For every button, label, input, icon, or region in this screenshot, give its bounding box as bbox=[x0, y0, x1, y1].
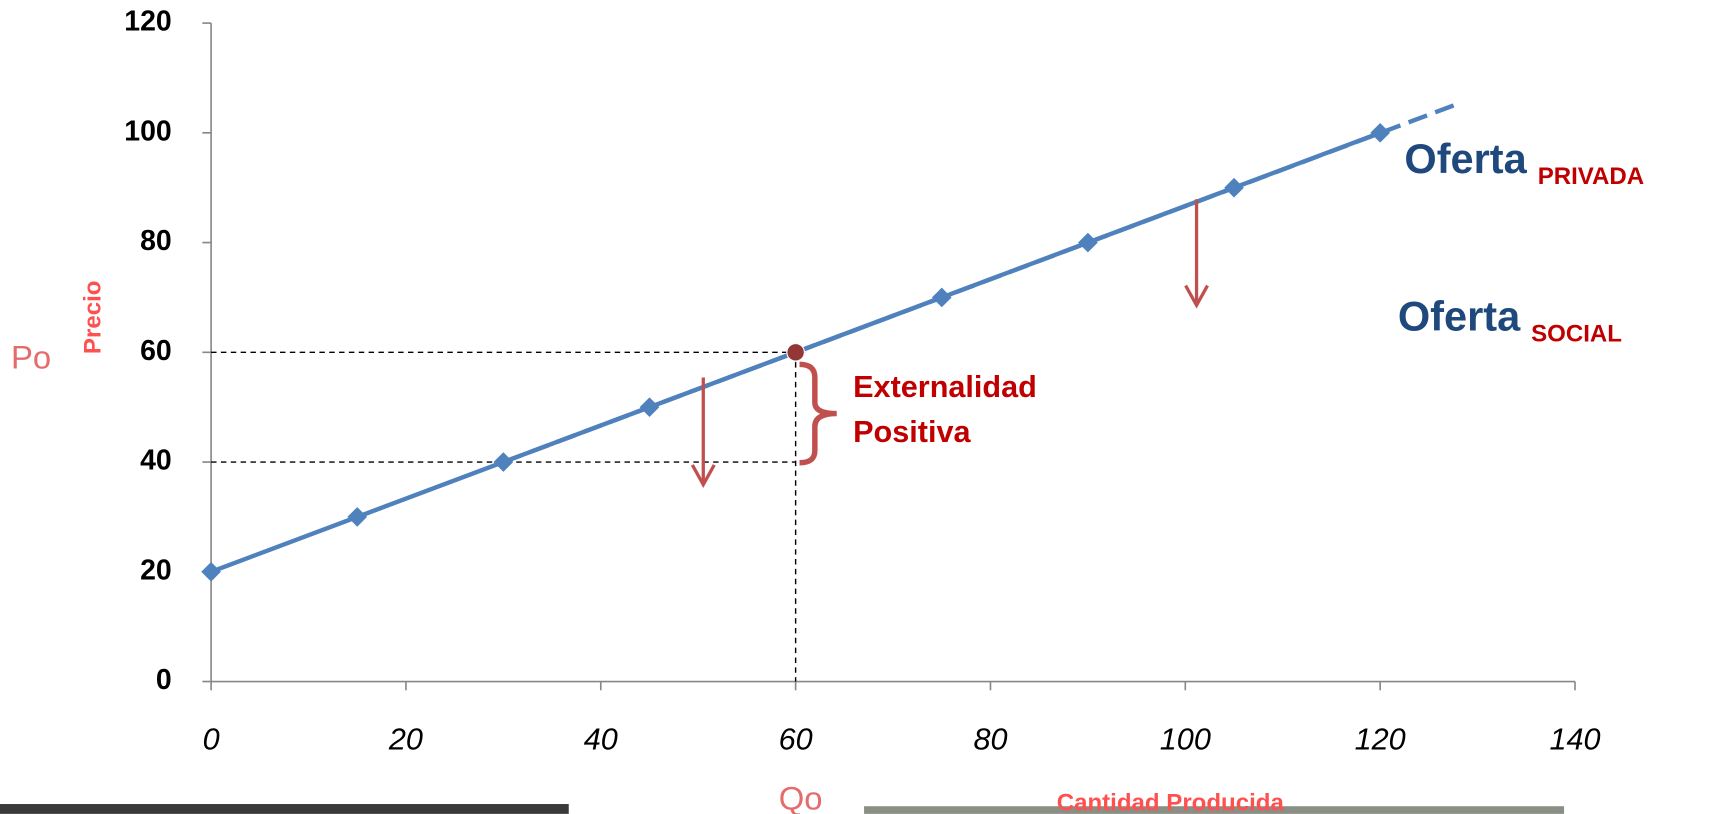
arrow-head bbox=[1184, 284, 1209, 309]
arrow-head bbox=[690, 464, 716, 489]
y-tick-label: 20 bbox=[140, 554, 172, 586]
annotation: Externalidad bbox=[853, 370, 1037, 404]
axes: 0 20 40 60 80 100 120 0 20 40 60 80 100 120 140 bbox=[124, 6, 1600, 757]
photo-strip bbox=[0, 804, 569, 814]
label-sub: SOCIAL bbox=[1531, 320, 1622, 347]
x-tick-label: 80 bbox=[973, 722, 1007, 756]
x-axis-label: Cantidad Producida bbox=[1057, 790, 1285, 814]
y-tick-label: 0 bbox=[156, 664, 172, 696]
x-tick-label: 40 bbox=[584, 722, 618, 756]
y-tick-label: 80 bbox=[140, 225, 172, 257]
photo-strip bbox=[864, 806, 1565, 814]
label-text: Oferta bbox=[1404, 135, 1527, 182]
point bbox=[201, 561, 221, 582]
label-sub: PRIVADA bbox=[1538, 163, 1644, 190]
x-tick-label: 100 bbox=[1160, 722, 1211, 756]
x-tick-label: 0 bbox=[203, 722, 220, 756]
shift-arrows bbox=[690, 199, 1209, 489]
x-tick-label: 60 bbox=[779, 722, 813, 756]
y-tick-label: 40 bbox=[140, 445, 172, 477]
brace bbox=[799, 361, 837, 466]
annotation: Po bbox=[11, 339, 51, 376]
x-tick-label: 20 bbox=[388, 722, 423, 756]
label-text: Oferta bbox=[1398, 292, 1521, 339]
point bbox=[1370, 122, 1390, 143]
annotation: Qo bbox=[779, 780, 823, 814]
y-tick-label: 100 bbox=[124, 115, 171, 147]
equilibrium-point bbox=[786, 343, 805, 362]
point bbox=[1078, 232, 1098, 253]
series-label: Oferta SOCIAL bbox=[1398, 292, 1622, 347]
point bbox=[347, 507, 368, 527]
series-label: Oferta PRIVADA bbox=[1404, 135, 1644, 190]
y-tick-label: 60 bbox=[140, 335, 172, 367]
annotation: Positiva bbox=[853, 415, 971, 449]
x-tick-label: 140 bbox=[1549, 722, 1600, 756]
y-tick-label: 120 bbox=[124, 6, 171, 38]
x-tick-label: 120 bbox=[1355, 722, 1406, 756]
y-axis-label: Precio bbox=[80, 281, 107, 355]
